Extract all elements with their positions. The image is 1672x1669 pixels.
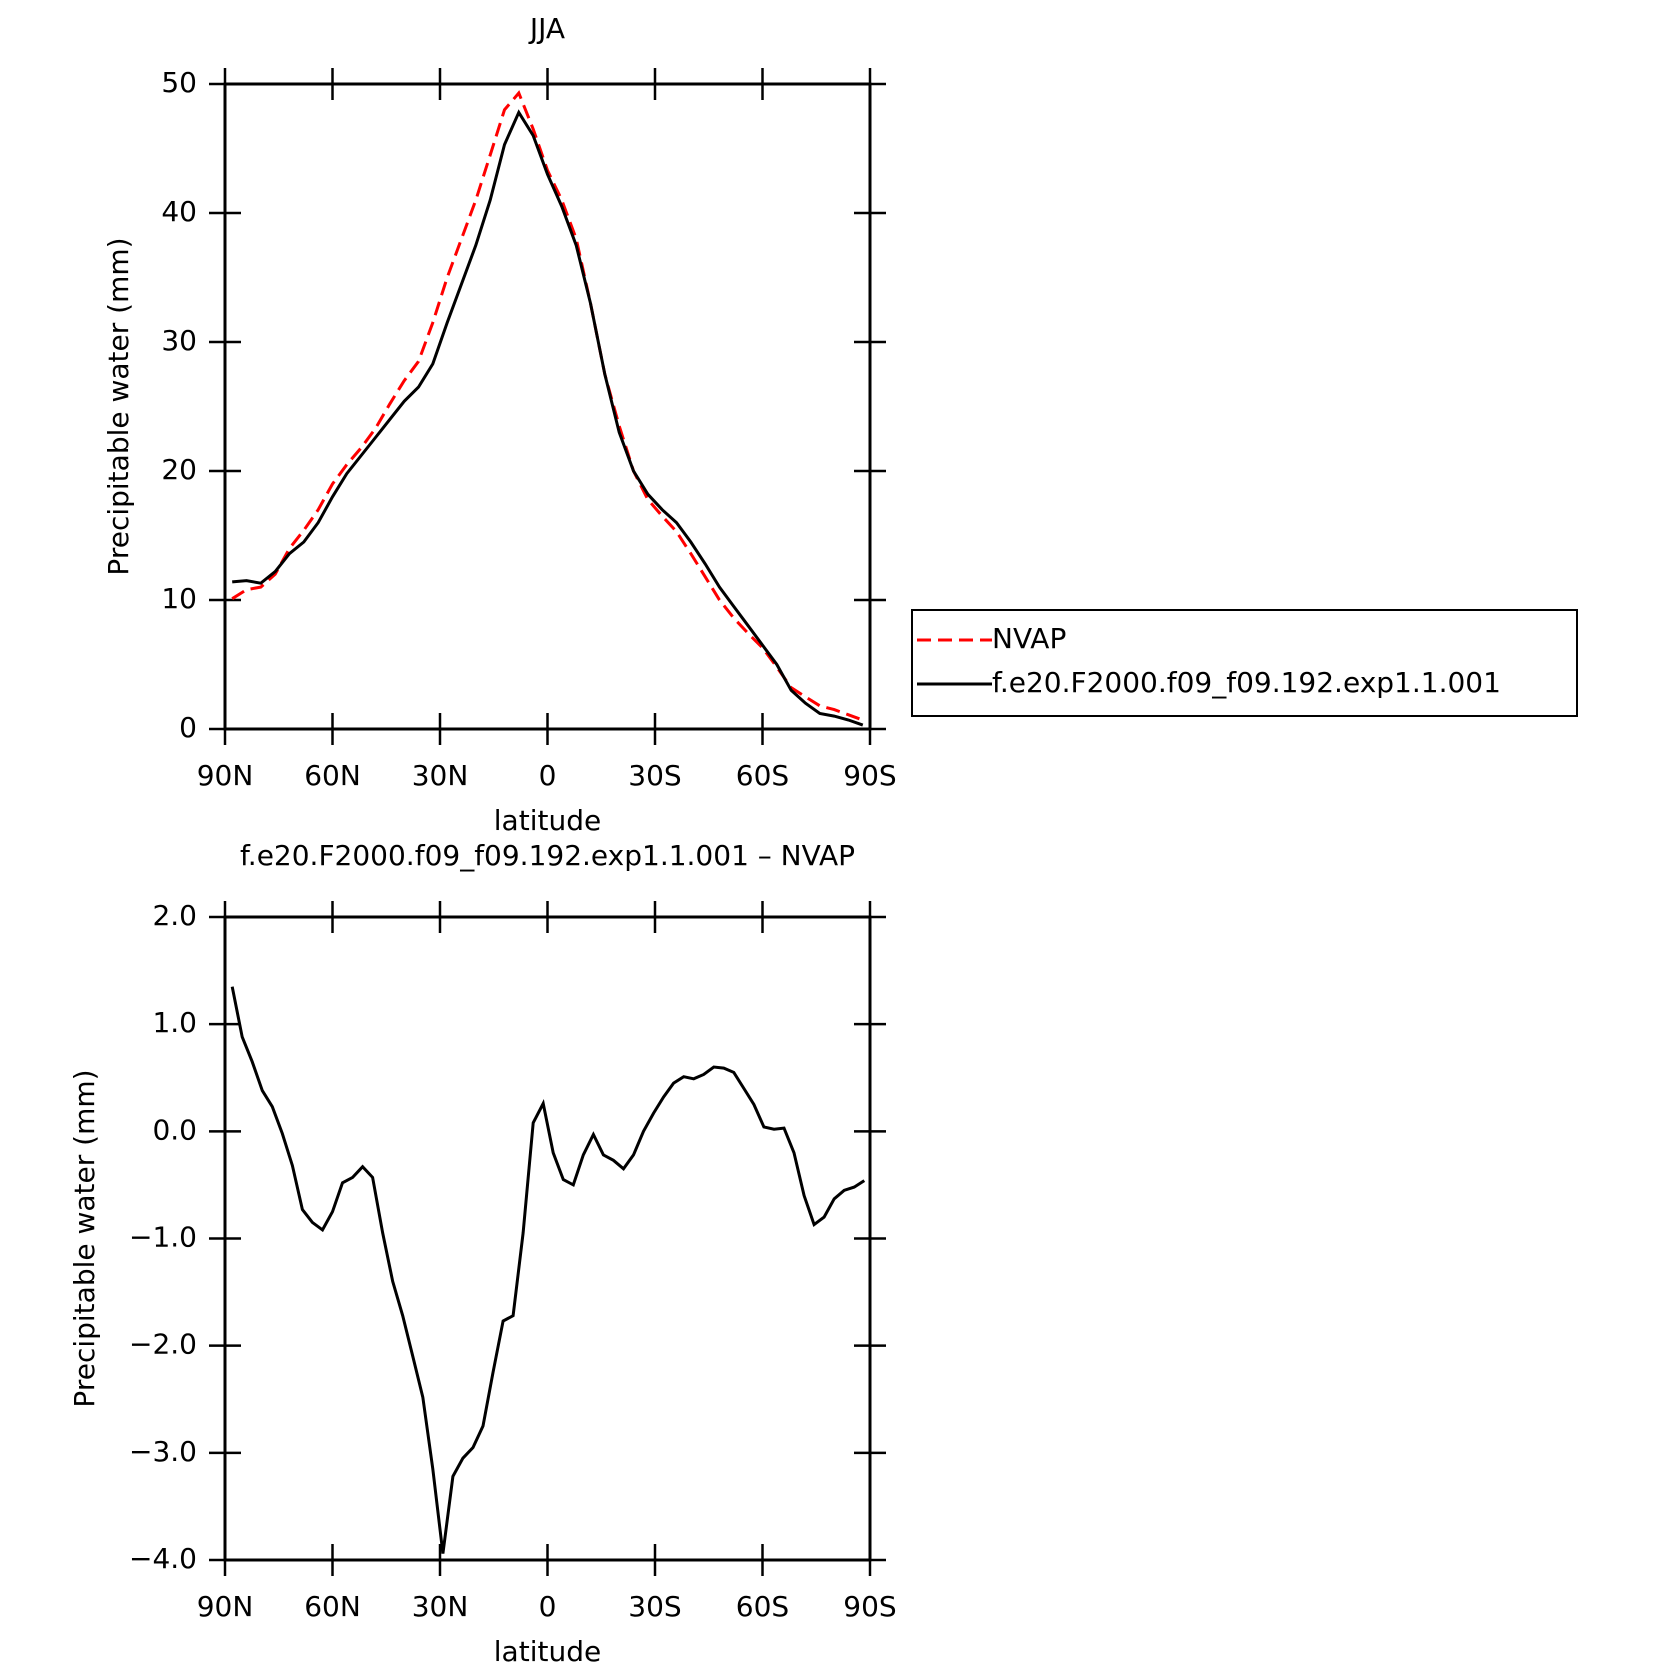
plot-frame — [223, 915, 872, 1562]
y-tick-label: 20 — [161, 453, 197, 486]
y-tick-label: 30 — [161, 324, 197, 357]
x-axis-label: latitude — [494, 1635, 601, 1668]
x-tick-label: 60S — [736, 1590, 789, 1623]
y-tick-label: 10 — [161, 582, 197, 615]
legend-label: f.e20.F2000.f09_f09.192.exp1.1.001 — [992, 666, 1501, 699]
y-axis-label: Precipitable water (mm) — [102, 237, 135, 575]
x-tick-label: 90S — [843, 759, 896, 792]
legend-box — [911, 609, 1578, 717]
y-tick-label: 2.0 — [152, 899, 197, 932]
x-tick-label: 90N — [197, 759, 254, 792]
x-tick-label: 60N — [304, 759, 361, 792]
x-tick-label: 0 — [539, 1590, 557, 1623]
y-tick-label: −2.0 — [129, 1328, 197, 1361]
y-tick-label: −3.0 — [129, 1435, 197, 1468]
y-tick-label: 50 — [161, 66, 197, 99]
data-line — [230, 986, 866, 1554]
y-tick-label: 40 — [161, 195, 197, 228]
plot-frame — [223, 82, 872, 731]
legend-label: NVAP — [992, 622, 1066, 655]
x-tick-label: 30S — [628, 1590, 681, 1623]
y-tick-label: 1.0 — [152, 1006, 197, 1039]
y-tick-label: −4.0 — [129, 1542, 197, 1575]
x-tick-label: 60N — [304, 1590, 361, 1623]
x-tick-label: 60S — [736, 759, 789, 792]
chart-title: f.e20.F2000.f09_f09.192.exp1.1.001 – NVA… — [240, 839, 855, 872]
y-axis-label: Precipitable water (mm) — [68, 1069, 101, 1407]
y-tick-label: −1.0 — [129, 1221, 197, 1254]
x-tick-label: 90N — [197, 1590, 254, 1623]
x-tick-label: 0 — [539, 759, 557, 792]
x-tick-label: 30N — [412, 759, 469, 792]
x-tick-label: 30N — [412, 1590, 469, 1623]
x-tick-label: 90S — [843, 1590, 896, 1623]
data-line — [231, 90, 864, 722]
y-tick-label: 0 — [179, 711, 197, 744]
x-tick-label: 30S — [628, 759, 681, 792]
chart-title: JJA — [528, 12, 565, 45]
data-line — [232, 109, 864, 727]
x-axis-label: latitude — [494, 804, 601, 837]
y-tick-label: 0.0 — [152, 1113, 197, 1146]
